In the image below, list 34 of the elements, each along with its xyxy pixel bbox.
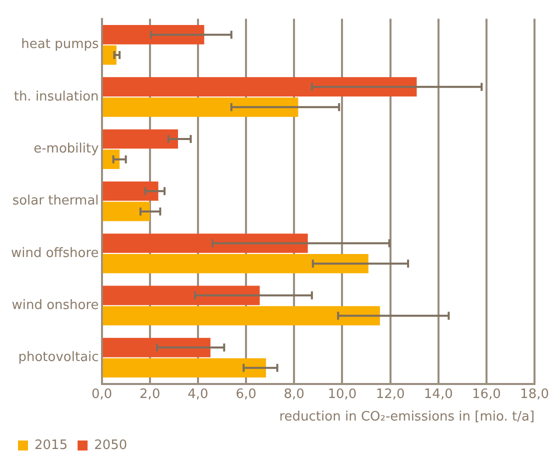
y-tick-label: wind offshore <box>10 246 99 261</box>
x-tick-label: 0,0 <box>91 386 112 402</box>
x-tick-label: 2,0 <box>140 386 160 402</box>
x-tick-label: 14,0 <box>424 386 453 402</box>
x-tick-label: 6,0 <box>236 386 256 402</box>
y-tick-label: th. insulation <box>14 89 99 104</box>
bar <box>102 181 158 201</box>
y-tick-label: e-mobility <box>34 142 100 157</box>
bar <box>102 286 260 306</box>
x-tick-label: 12,0 <box>376 386 405 402</box>
x-tick-label: 4,0 <box>188 386 208 402</box>
y-tick-label: wind onshore <box>12 298 99 313</box>
bar <box>102 254 368 274</box>
y-tick-label: heat pumps <box>21 37 100 52</box>
bar <box>102 77 417 97</box>
bar <box>102 129 178 149</box>
y-tick-label: photovoltaic <box>18 350 99 366</box>
bar <box>102 306 380 326</box>
bar <box>102 150 120 169</box>
bar <box>102 358 266 378</box>
bar <box>102 234 308 253</box>
x-tick-label: 16,0 <box>472 386 501 402</box>
bar <box>102 202 150 222</box>
bar <box>102 338 210 358</box>
legend-label: 2050 <box>94 438 128 453</box>
y-tick-label: solar thermal <box>12 194 99 209</box>
bar <box>102 98 298 117</box>
x-axis-title: reduction in CO₂-emissions in [mio. t/a] <box>279 410 535 425</box>
x-tick-label: 18,0 <box>520 386 550 402</box>
bar <box>102 25 204 44</box>
x-tick-label: 10,0 <box>328 386 357 402</box>
x-tick-label: 8,0 <box>284 386 304 402</box>
bar <box>102 45 116 65</box>
legend-label: 2015 <box>34 438 68 453</box>
